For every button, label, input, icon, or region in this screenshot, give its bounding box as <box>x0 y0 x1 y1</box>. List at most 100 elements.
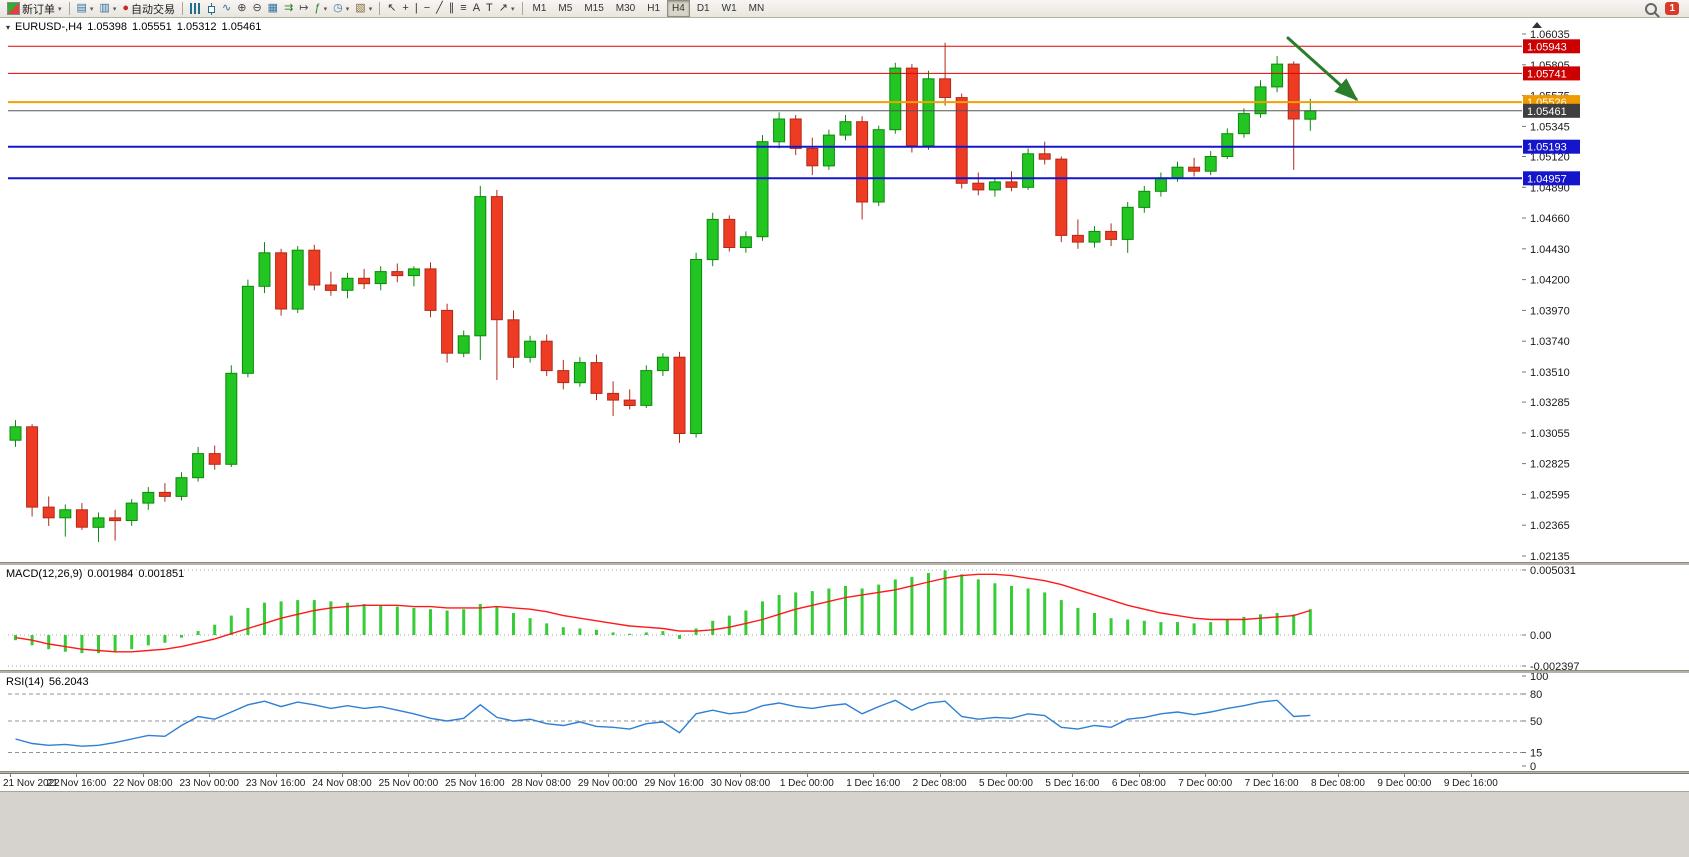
horizontal-line-icon: − <box>423 2 431 14</box>
macd-canvas[interactable]: 0.005031 0.00 -0.002397 <box>0 565 1689 673</box>
periods-icon: ◷ <box>333 2 343 14</box>
notification-badge[interactable]: 1 <box>1665 2 1679 15</box>
time-axis-label: 5 Dec 16:00 <box>1045 778 1100 789</box>
timeframe-w1-button[interactable]: W1 <box>721 3 737 14</box>
auto-scroll-button[interactable]: ⇉ <box>281 1 296 17</box>
text-button[interactable]: A <box>470 1 483 17</box>
time-axis-label: 22 Nov 08:00 <box>113 778 173 789</box>
svg-text:1.03740: 1.03740 <box>1530 336 1570 348</box>
timeframe-m15-button[interactable]: M15 <box>584 3 604 14</box>
toolbar-separator <box>182 2 184 15</box>
autotrading-button[interactable]: ● 自动交易 <box>119 1 178 17</box>
time-axis-tick <box>1271 774 1273 777</box>
price-chart-panel[interactable]: 1.060351.058051.055751.053451.051201.048… <box>0 18 1689 563</box>
new-order-button[interactable]: 新订单 ▾ <box>4 1 65 17</box>
periods-button[interactable]: ◷ ▾ <box>330 1 352 17</box>
svg-text:0.005031: 0.005031 <box>1530 565 1576 577</box>
cursor-button[interactable]: ↖ <box>384 1 399 17</box>
indicators-button[interactable]: ƒ ▾ <box>312 1 331 17</box>
search-icon[interactable] <box>1645 2 1658 15</box>
candlestick-chart-button[interactable] <box>204 1 219 17</box>
bar-chart-button[interactable] <box>187 1 204 17</box>
timeframe-m5-button[interactable]: M5 <box>558 3 573 14</box>
time-axis-label: 23 Nov 00:00 <box>179 778 239 789</box>
arrows-icon: ↗ <box>498 2 508 14</box>
time-axis-tick <box>1006 774 1007 777</box>
trendline-icon: ╱ <box>436 2 443 14</box>
toolbar: 新订单 ▾ ▤ ▾ ▥ ▾ ● 自动交易 ∿ ⊕ ⊖ ▦ ⇉ ↦ ƒ ▾ ◷ ▾ ▧ ▾ ↖ + | − ╱ ∥ ≡ A T ↗ ▾ M1 M… <box>0 0 1689 18</box>
zoom-out-button[interactable]: ⊖ <box>249 1 264 17</box>
ohlc-high: 1.05551 <box>132 21 172 33</box>
timeframe-m30-button[interactable]: M30 <box>615 3 636 14</box>
zoom-in-button[interactable]: ⊕ <box>234 1 249 17</box>
svg-text:100: 100 <box>1530 673 1548 683</box>
vertical-line-icon: | <box>414 2 418 14</box>
profiles-button[interactable]: ▥ ▾ <box>96 1 119 17</box>
panel-splitter[interactable] <box>0 562 1689 565</box>
templates-button[interactable]: ▧ ▾ <box>352 1 375 17</box>
svg-text:0.00: 0.00 <box>1530 630 1551 642</box>
fibonacci-button[interactable]: ≡ <box>457 1 469 17</box>
chevron-down-icon: ▾ <box>368 5 373 13</box>
new-chart-button[interactable]: ▤ ▾ <box>74 1 97 17</box>
chevron-down-icon: ▾ <box>112 5 117 13</box>
rsi-canvas[interactable]: 100 80 50 150 <box>0 671 1689 773</box>
text-icon: A <box>472 2 481 14</box>
line-chart-icon: ∿ <box>222 2 232 14</box>
rsi-panel[interactable]: 100 80 50 15 0 RSI(14) 56.2043 <box>0 671 1689 773</box>
svg-text:1.03285: 1.03285 <box>1530 397 1570 409</box>
timeframe-h1-button[interactable]: H1 <box>647 3 661 14</box>
ohlc-open: 1.05398 <box>87 21 128 33</box>
chart-shift-button[interactable]: ↦ <box>296 1 311 17</box>
panel-splitter[interactable] <box>0 670 1689 673</box>
cursor-icon: ↖ <box>387 2 397 14</box>
rsi-value: 56.2043 <box>48 676 89 688</box>
time-axis-label: 7 Dec 00:00 <box>1178 778 1233 789</box>
trendline-button[interactable]: ╱ <box>433 1 446 17</box>
time-axis-tick <box>1205 774 1207 777</box>
autotrading-status-icon: ● <box>122 2 130 14</box>
line-chart-button[interactable]: ∿ <box>219 1 234 17</box>
svg-text:-0.002397: -0.002397 <box>1530 661 1580 670</box>
time-axis-tick <box>607 774 609 777</box>
time-axis-tick <box>1072 774 1074 777</box>
text-label-button[interactable]: T <box>483 1 496 17</box>
time-axis-tick <box>1138 774 1140 777</box>
svg-text:1.05193: 1.05193 <box>1527 142 1567 154</box>
svg-text:1.03970: 1.03970 <box>1530 305 1570 317</box>
price-chart-canvas[interactable]: 1.060351.058051.055751.053451.051201.048… <box>0 18 1689 563</box>
time-axis-label: 1 Dec 16:00 <box>846 778 901 789</box>
timeframe-m1-button[interactable]: M1 <box>532 3 547 14</box>
one-click-trading-toggle[interactable]: ▾ <box>6 22 11 32</box>
svg-text:1.05741: 1.05741 <box>1527 68 1567 80</box>
time-axis[interactable]: 21 Nov 2022 21 Nov 16:00 22 Nov 08:00 23 No… <box>0 773 1689 791</box>
time-axis-label: 2 Dec 08:00 <box>912 778 967 789</box>
crosshair-button[interactable]: + <box>399 1 411 17</box>
text-label-icon: T <box>486 2 493 14</box>
tile-windows-button[interactable]: ▦ <box>265 1 281 17</box>
macd-panel[interactable]: 0.005031 0.00 -0.002397 MACD(12,26,9) 0.00… <box>0 565 1689 673</box>
channel-button[interactable]: ∥ <box>446 1 458 17</box>
fibonacci-icon: ≡ <box>460 2 467 14</box>
rsi-info-line: RSI(14) 56.2043 <box>6 676 89 688</box>
time-axis-label: 8 Dec 08:00 <box>1311 778 1365 789</box>
time-axis-tick <box>1404 774 1406 777</box>
timeframe-h4-button[interactable]: H4 <box>667 0 690 17</box>
svg-text:15: 15 <box>1530 748 1542 760</box>
toolbar-buttons: 新订单 ▾ ▤ ▾ ▥ ▾ ● 自动交易 ∿ ⊕ ⊖ ▦ ⇉ ↦ ƒ ▾ ◷ ▾ ▧ ▾ ↖ + | − ╱ ∥ ≡ A T ↗ ▾ <box>4 1 518 17</box>
time-axis-label: 5 Dec 00:00 <box>979 778 1033 789</box>
timeframe-mn-button[interactable]: MN <box>748 3 765 14</box>
new-chart-icon: ▤ <box>76 2 87 14</box>
horizontal-line-button[interactable]: − <box>421 1 433 17</box>
arrows-button[interactable]: ↗ ▾ <box>496 1 518 17</box>
svg-text:1.04430: 1.04430 <box>1530 244 1570 256</box>
time-axis-label: 21 Nov 2022 <box>3 778 60 789</box>
svg-text:1.02135: 1.02135 <box>1530 551 1570 562</box>
time-axis-tick <box>674 774 675 777</box>
vertical-line-button[interactable]: | <box>412 1 421 17</box>
zoom-out-icon: ⊖ <box>252 2 262 14</box>
timeframe-d1-button[interactable]: D1 <box>696 3 710 14</box>
panel-splitter[interactable] <box>0 771 1689 773</box>
time-axis-tick <box>939 774 941 777</box>
